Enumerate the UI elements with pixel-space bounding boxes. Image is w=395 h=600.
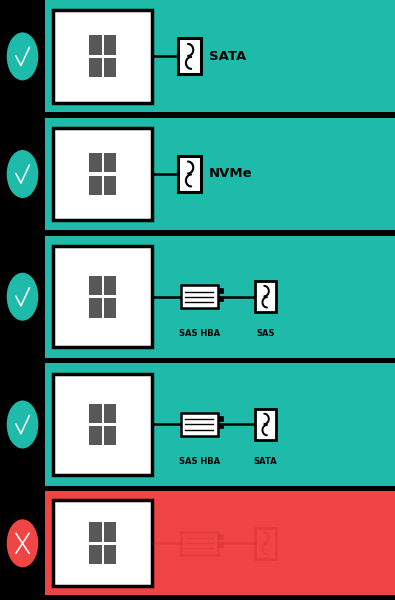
- Bar: [104, 58, 117, 77]
- Bar: [255, 527, 276, 559]
- Text: SATA: SATA: [209, 50, 246, 63]
- Bar: [89, 545, 102, 564]
- Bar: [218, 535, 224, 539]
- Bar: [45, 364, 395, 485]
- Bar: [104, 153, 117, 172]
- Bar: [45, 236, 395, 358]
- Bar: [104, 426, 117, 445]
- Bar: [89, 276, 102, 295]
- Circle shape: [7, 32, 38, 80]
- Circle shape: [7, 272, 38, 320]
- Text: SAS HBA: SAS HBA: [179, 329, 220, 338]
- Bar: [89, 153, 102, 172]
- Bar: [218, 424, 224, 428]
- Bar: [89, 298, 102, 317]
- Bar: [53, 374, 152, 475]
- Bar: [89, 176, 102, 195]
- Bar: [255, 281, 276, 312]
- Bar: [218, 416, 224, 421]
- Bar: [53, 246, 152, 347]
- Bar: [218, 288, 224, 293]
- Circle shape: [7, 150, 38, 198]
- Bar: [218, 296, 224, 301]
- Bar: [89, 35, 102, 55]
- Bar: [45, 1, 395, 112]
- Bar: [53, 128, 152, 220]
- Bar: [45, 491, 395, 595]
- Bar: [104, 176, 117, 195]
- Bar: [53, 10, 152, 103]
- Circle shape: [7, 519, 38, 567]
- Text: SATA: SATA: [254, 457, 277, 466]
- Text: SAS HBA: SAS HBA: [179, 457, 220, 466]
- Bar: [104, 276, 117, 295]
- Bar: [218, 542, 224, 547]
- Bar: [89, 426, 102, 445]
- Bar: [178, 38, 201, 74]
- Bar: [181, 285, 218, 308]
- Bar: [255, 409, 276, 440]
- Bar: [53, 500, 152, 586]
- Bar: [104, 298, 117, 317]
- Bar: [181, 413, 218, 436]
- Text: NVMe: NVMe: [209, 167, 252, 181]
- Bar: [89, 58, 102, 77]
- Bar: [45, 118, 395, 230]
- Bar: [89, 404, 102, 423]
- Bar: [181, 532, 218, 554]
- Circle shape: [7, 400, 38, 448]
- Bar: [104, 545, 117, 564]
- Bar: [104, 404, 117, 423]
- Bar: [178, 156, 201, 192]
- Bar: [104, 523, 117, 542]
- Bar: [89, 523, 102, 542]
- Bar: [104, 35, 117, 55]
- Text: SAS: SAS: [256, 329, 275, 338]
